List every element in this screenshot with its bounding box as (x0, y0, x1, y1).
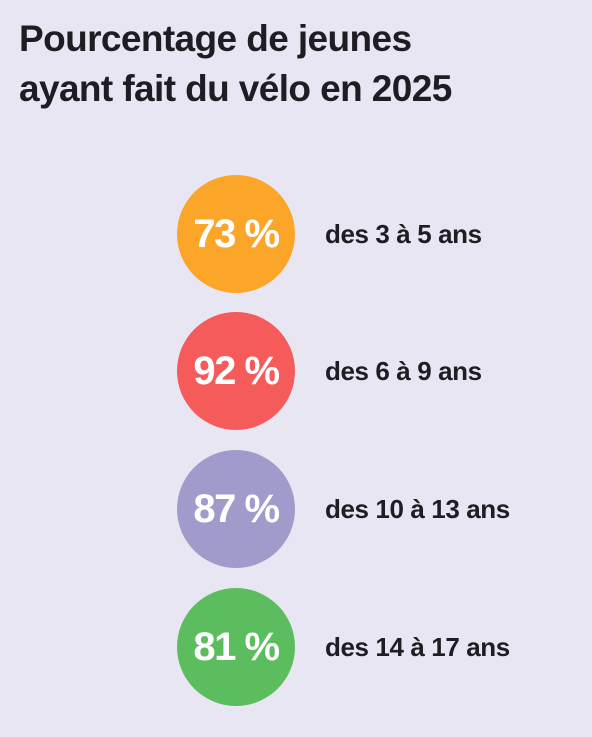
chart-title-line-2: ayant fait du vélo en 2025 (19, 68, 452, 109)
stat-row: 92 % des 6 à 9 ans (177, 312, 577, 430)
stat-bubble: 92 % (177, 312, 295, 430)
stat-value: 73 % (193, 211, 280, 256)
stat-row: 87 % des 10 à 13 ans (177, 450, 577, 568)
stat-value: 92 % (193, 348, 280, 393)
stat-label: des 3 à 5 ans (325, 219, 482, 249)
stat-bubble: 73 % (177, 175, 295, 293)
stat-row: 73 % des 3 à 5 ans (177, 175, 577, 293)
stat-value: 87 % (193, 486, 280, 531)
chart-title-line-1: Pourcentage de jeunes (19, 18, 412, 59)
stat-label: des 14 à 17 ans (325, 632, 510, 662)
stat-row: 81 % des 14 à 17 ans (177, 588, 577, 706)
stat-bubble: 81 % (177, 588, 295, 706)
stat-value: 81 % (193, 624, 280, 669)
stat-bubble: 87 % (177, 450, 295, 568)
stat-label: des 6 à 9 ans (325, 356, 482, 386)
chart-title: Pourcentage de jeunes ayant fait du vélo… (19, 14, 579, 114)
stat-label: des 10 à 13 ans (325, 494, 510, 524)
